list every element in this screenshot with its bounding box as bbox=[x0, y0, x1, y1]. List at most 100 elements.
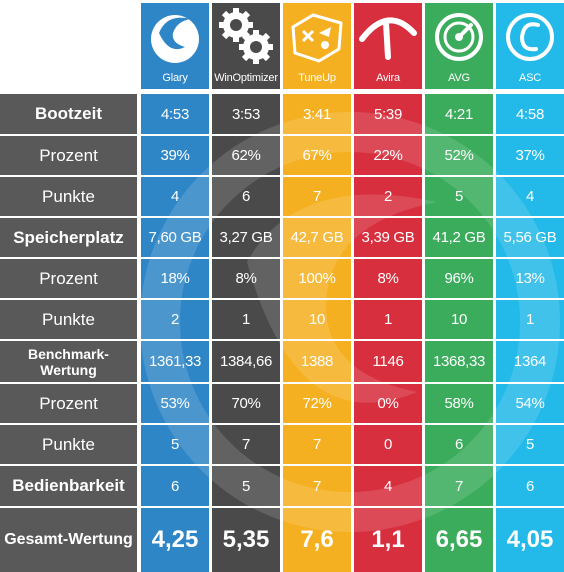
table-cell-glary: 39% bbox=[141, 136, 209, 175]
row-label: Gesamt-Wertung bbox=[0, 508, 137, 572]
avira-umbrella-icon bbox=[354, 3, 422, 69]
product-name-glary: Glary bbox=[162, 72, 188, 84]
avg-speedometer-icon bbox=[425, 3, 493, 69]
table-row: Bootzeit 4:53 3:53 3:41 5:39 4:21 4:58 bbox=[0, 94, 564, 134]
table-row: Prozent 53% 70% 72% 0% 58% 54% bbox=[0, 384, 564, 423]
table-cell-winoptimizer: 6 bbox=[212, 177, 280, 216]
table-cell-winoptimizer: 5 bbox=[212, 466, 280, 506]
asc-logo-icon bbox=[496, 3, 564, 69]
table-cell-winoptimizer: 7 bbox=[212, 425, 280, 464]
table-cell-winoptimizer: 5,35 bbox=[212, 508, 280, 572]
table-cell-avira: 0% bbox=[354, 384, 422, 423]
row-label: Prozent bbox=[0, 259, 137, 298]
row-label: Punkte bbox=[0, 177, 137, 216]
row-label: Prozent bbox=[0, 384, 137, 423]
product-name-avg: AVG bbox=[448, 72, 470, 84]
table-row: Speicherplatz 7,60 GB 3,27 GB 42,7 GB 3,39 G… bbox=[0, 218, 564, 257]
table-cell-winoptimizer: 70% bbox=[212, 384, 280, 423]
product-header-avg: AVG bbox=[425, 3, 493, 89]
product-name-tuneup: TuneUp bbox=[298, 72, 336, 84]
table-cell-glary: 4,25 bbox=[141, 508, 209, 572]
row-label: Speicherplatz bbox=[0, 218, 137, 257]
table-cell-glary: 53% bbox=[141, 384, 209, 423]
table-cell-avira: 3,39 GB bbox=[354, 218, 422, 257]
table-cell-winoptimizer: 1 bbox=[212, 300, 280, 339]
table-cell-avg: 96% bbox=[425, 259, 493, 298]
table-cell-avg: 6,65 bbox=[425, 508, 493, 572]
row-label: Punkte bbox=[0, 425, 137, 464]
product-name-asc: ASC bbox=[518, 72, 542, 84]
table-cell-avira: 1146 bbox=[354, 341, 422, 382]
table-cell-glary: 6 bbox=[141, 466, 209, 506]
table-cell-winoptimizer: 1384,66 bbox=[212, 341, 280, 382]
product-header-asc: ASC bbox=[496, 3, 564, 89]
table-row: Punkte 4 6 7 2 5 4 bbox=[0, 177, 564, 216]
table-cell-avira: 2 bbox=[354, 177, 422, 216]
glary-icon bbox=[141, 3, 209, 69]
table-cell-tuneup: 42,7 GB bbox=[283, 218, 351, 257]
table-cell-tuneup: 7,6 bbox=[283, 508, 351, 572]
table-cell-asc: 5,56 GB bbox=[496, 218, 564, 257]
table-cell-avira: 1,1 bbox=[354, 508, 422, 572]
table-cell-avg: 4:21 bbox=[425, 94, 493, 134]
table-cell-winoptimizer: 62% bbox=[212, 136, 280, 175]
product-name-avira: Avira bbox=[376, 72, 400, 84]
table-cell-avg: 6 bbox=[425, 425, 493, 464]
table-row: Benchmark-Wertung 1361,33 1384,66 1388 1146 1… bbox=[0, 341, 564, 382]
table-row: Bedienbarkeit 6 5 7 4 7 6 bbox=[0, 466, 564, 506]
table-cell-avg: 52% bbox=[425, 136, 493, 175]
table-cell-asc: 5 bbox=[496, 425, 564, 464]
table-cell-asc: 54% bbox=[496, 384, 564, 423]
table-cell-winoptimizer: 3,27 GB bbox=[212, 218, 280, 257]
table-cell-avg: 5 bbox=[425, 177, 493, 216]
table-row: Punkte 5 7 7 0 6 5 bbox=[0, 425, 564, 464]
table-cell-tuneup: 7 bbox=[283, 177, 351, 216]
table-cell-asc: 4:58 bbox=[496, 94, 564, 134]
product-name-winoptimizer: WinOptimizer bbox=[214, 72, 278, 84]
table-cell-glary: 1361,33 bbox=[141, 341, 209, 382]
table-row: Gesamt-Wertung 4,25 5,35 7,6 1,1 6,65 4,05 bbox=[0, 508, 564, 572]
product-header-winoptimizer: WinOptimizer bbox=[212, 3, 280, 89]
table-cell-glary: 7,60 GB bbox=[141, 218, 209, 257]
table-cell-avg: 10 bbox=[425, 300, 493, 339]
table-row: Punkte 2 1 10 1 10 1 bbox=[0, 300, 564, 339]
table-cell-tuneup: 10 bbox=[283, 300, 351, 339]
row-label: Bedienbarkeit bbox=[0, 466, 137, 506]
table-cell-avira: 0 bbox=[354, 425, 422, 464]
table-cell-avg: 41,2 GB bbox=[425, 218, 493, 257]
table-cell-avira: 5:39 bbox=[354, 94, 422, 134]
product-header-glary: Glary bbox=[141, 3, 209, 89]
table-cell-asc: 1364 bbox=[496, 341, 564, 382]
table-cell-avira: 8% bbox=[354, 259, 422, 298]
table-cell-avira: 1 bbox=[354, 300, 422, 339]
table-cell-asc: 1 bbox=[496, 300, 564, 339]
tuneup-icon bbox=[283, 3, 351, 69]
table-cell-avira: 22% bbox=[354, 136, 422, 175]
table-cell-avg: 1368,33 bbox=[425, 341, 493, 382]
row-label: Bootzeit bbox=[0, 94, 137, 134]
table-cell-avg: 58% bbox=[425, 384, 493, 423]
table-cell-winoptimizer: 3:53 bbox=[212, 94, 280, 134]
table-cell-tuneup: 72% bbox=[283, 384, 351, 423]
table-cell-asc: 37% bbox=[496, 136, 564, 175]
table-cell-tuneup: 100% bbox=[283, 259, 351, 298]
table-cell-tuneup: 1388 bbox=[283, 341, 351, 382]
table-cell-glary: 5 bbox=[141, 425, 209, 464]
table-cell-tuneup: 3:41 bbox=[283, 94, 351, 134]
table-cell-glary: 18% bbox=[141, 259, 209, 298]
table-cell-asc: 6 bbox=[496, 466, 564, 506]
table-row: Prozent 39% 62% 67% 22% 52% 37% bbox=[0, 136, 564, 175]
product-header-avira: Avira bbox=[354, 3, 422, 89]
table-cell-tuneup: 7 bbox=[283, 466, 351, 506]
product-header-tuneup: TuneUp bbox=[283, 3, 351, 89]
table-cell-asc: 4,05 bbox=[496, 508, 564, 572]
table-cell-avg: 7 bbox=[425, 466, 493, 506]
row-label: Punkte bbox=[0, 300, 137, 339]
table-cell-glary: 4:53 bbox=[141, 94, 209, 134]
table-cell-tuneup: 7 bbox=[283, 425, 351, 464]
table-cell-glary: 2 bbox=[141, 300, 209, 339]
table-cell-winoptimizer: 8% bbox=[212, 259, 280, 298]
table-cell-glary: 4 bbox=[141, 177, 209, 216]
row-label: Benchmark-Wertung bbox=[0, 341, 137, 382]
